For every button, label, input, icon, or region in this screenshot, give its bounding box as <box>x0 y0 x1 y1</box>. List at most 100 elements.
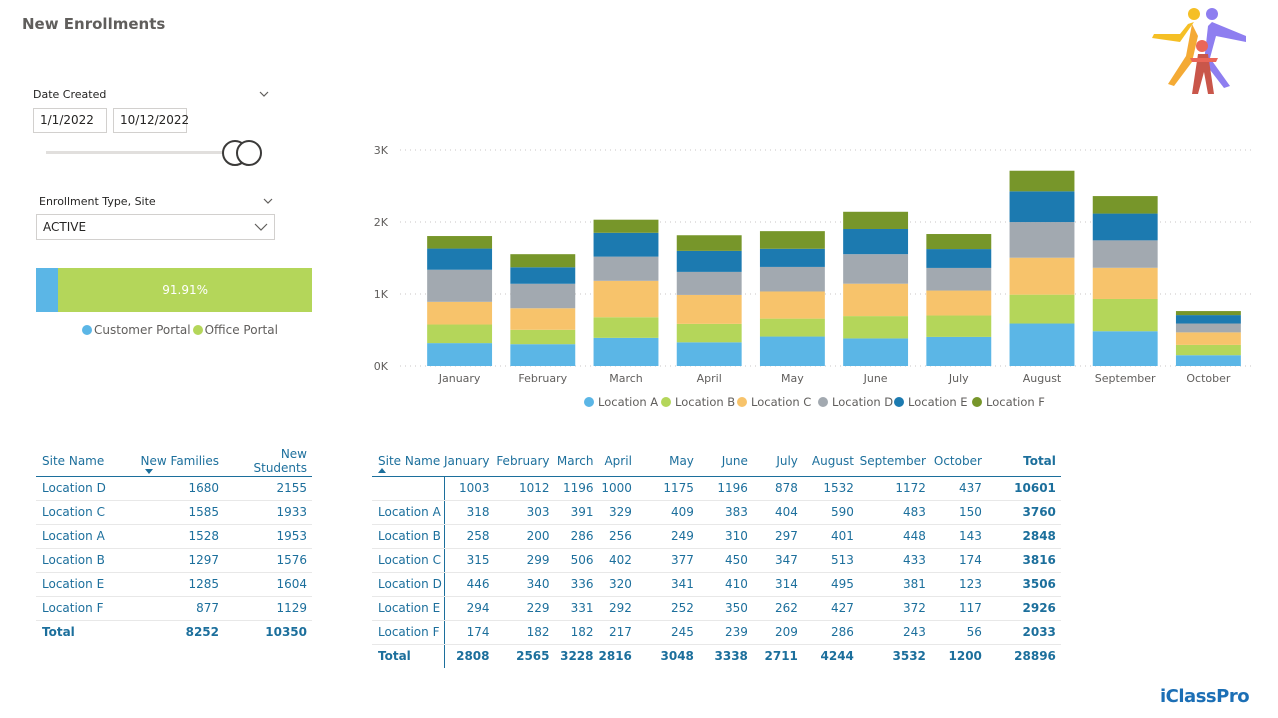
matrix-row[interactable]: Location C 315 299 506 402 377 450 347 513 433 174… <box>372 548 1061 573</box>
bar-segment-location-d[interactable] <box>759 266 825 292</box>
enrollment-type-dropdown[interactable]: ACTIVE <box>36 214 275 240</box>
bar-segment-location-e[interactable] <box>427 248 493 270</box>
bar-segment-location-e[interactable] <box>1175 315 1241 324</box>
customer-portal-segment[interactable] <box>36 268 59 312</box>
bar-segment-location-f[interactable] <box>1175 311 1241 316</box>
bar-segment-location-b[interactable] <box>427 324 493 344</box>
matrix-row[interactable]: Location D 446 340 336 320 341 410 314 495 381 123… <box>372 572 1061 597</box>
bar-segment-location-d[interactable] <box>1092 240 1158 268</box>
bar-segment-location-a[interactable] <box>593 337 659 366</box>
matrix-row[interactable]: Location B 258 200 286 256 249 310 297 401 448 143… <box>372 524 1061 549</box>
bar-segment-location-d[interactable] <box>1175 323 1241 333</box>
matrix-col-header[interactable]: February <box>494 446 555 477</box>
bar-segment-location-a[interactable] <box>676 342 742 366</box>
col-header-students[interactable]: New Students <box>224 446 312 477</box>
matrix-total-row[interactable]: Total 2808 2565 3228 2816 3048 3338 2711 4244 353… <box>372 643 1061 668</box>
bar-segment-location-b[interactable] <box>676 323 742 343</box>
office-portal-segment[interactable]: 91.91% <box>58 268 312 312</box>
bar-segment-location-b[interactable] <box>843 316 909 339</box>
col-header-site[interactable]: Site Name <box>36 446 136 477</box>
matrix-col-header[interactable]: March <box>554 446 599 477</box>
bar-segment-location-a[interactable] <box>926 336 992 366</box>
bar-segment-location-d[interactable] <box>593 256 659 281</box>
matrix-col-header[interactable]: Total <box>986 446 1061 477</box>
bar-segment-location-b[interactable] <box>926 315 992 337</box>
matrix-row[interactable]: 1003 1012 1196 1000 1175 1196 878 1532 1172 437 10… <box>372 476 1061 501</box>
table-row[interactable]: Location A 1528 1953 <box>36 524 312 549</box>
legend-label[interactable]: Location C <box>751 395 811 409</box>
bar-segment-location-f[interactable] <box>759 231 825 249</box>
bar-segment-location-b[interactable] <box>1009 294 1075 324</box>
bar-segment-location-b[interactable] <box>593 317 659 338</box>
bar-segment-location-d[interactable] <box>676 271 742 295</box>
bar-segment-location-d[interactable] <box>427 269 493 302</box>
chevron-down-icon[interactable] <box>263 196 273 206</box>
matrix-col-header[interactable]: June <box>698 446 753 477</box>
bar-segment-location-a[interactable] <box>843 338 909 366</box>
bar-segment-location-c[interactable] <box>1009 257 1075 295</box>
end-date-input[interactable]: 10/12/2022 <box>113 108 189 133</box>
table-row[interactable]: Location C 1585 1933 <box>36 500 312 525</box>
table-row[interactable]: Location B 1297 1576 <box>36 548 312 573</box>
bar-segment-location-d[interactable] <box>843 254 909 284</box>
matrix-col-header[interactable]: July <box>752 446 803 477</box>
bar-segment-location-c[interactable] <box>427 301 493 325</box>
matrix-col-header[interactable]: October <box>930 446 987 477</box>
bar-segment-location-b[interactable] <box>1175 344 1241 356</box>
matrix-row[interactable]: Location E 294 229 331 292 252 350 262 427 372 117… <box>372 596 1061 621</box>
bar-segment-location-d[interactable] <box>926 267 992 291</box>
bar-segment-location-c[interactable] <box>593 280 659 318</box>
bar-segment-location-b[interactable] <box>759 318 825 337</box>
bar-segment-location-b[interactable] <box>1092 298 1158 332</box>
legend-office-portal[interactable]: Office Portal <box>192 323 278 337</box>
bar-segment-location-d[interactable] <box>510 283 576 309</box>
matrix-row[interactable]: Location F 174 182 182 217 245 239 209 286 243 56 2… <box>372 620 1061 645</box>
bar-segment-location-a[interactable] <box>1175 355 1241 366</box>
bar-segment-location-f[interactable] <box>427 236 493 249</box>
bar-segment-location-f[interactable] <box>926 234 992 250</box>
col-header-families[interactable]: New Families <box>136 446 224 477</box>
bar-segment-location-d[interactable] <box>1009 222 1075 258</box>
bar-segment-location-c[interactable] <box>676 294 742 324</box>
matrix-col-header[interactable]: August <box>802 446 859 477</box>
legend-label[interactable]: Location D <box>832 395 893 409</box>
legend-label[interactable]: Location B <box>675 395 735 409</box>
bar-segment-location-e[interactable] <box>1092 213 1158 241</box>
legend-label[interactable]: Location E <box>908 395 968 409</box>
table-row[interactable]: Location F 877 1129 <box>36 596 312 621</box>
bar-segment-location-f[interactable] <box>1092 196 1158 214</box>
bar-segment-location-e[interactable] <box>593 232 659 257</box>
bar-segment-location-e[interactable] <box>926 249 992 268</box>
legend-label[interactable]: Location A <box>598 395 658 409</box>
bar-segment-location-e[interactable] <box>759 248 825 267</box>
bar-segment-location-e[interactable] <box>1009 191 1075 223</box>
bar-segment-location-a[interactable] <box>510 344 576 366</box>
table-row[interactable]: Location E 1285 1604 <box>36 572 312 597</box>
bar-segment-location-c[interactable] <box>926 290 992 316</box>
matrix-col-header[interactable]: May <box>636 446 699 477</box>
bar-segment-location-c[interactable] <box>510 308 576 330</box>
matrix-row[interactable]: Location A 318 303 391 329 409 383 404 590 483 150… <box>372 500 1061 525</box>
matrix-col-header[interactable]: Site Name <box>372 446 444 477</box>
legend-label[interactable]: Location F <box>986 395 1045 409</box>
bar-segment-location-f[interactable] <box>843 211 909 229</box>
start-date-input[interactable]: 1/1/2022 <box>33 108 107 133</box>
bar-segment-location-a[interactable] <box>427 343 493 366</box>
matrix-col-header[interactable]: April <box>598 446 637 477</box>
bar-segment-location-e[interactable] <box>843 228 909 255</box>
bar-segment-location-c[interactable] <box>843 283 909 317</box>
matrix-col-header[interactable]: September <box>858 446 931 477</box>
bar-segment-location-c[interactable] <box>1175 332 1241 345</box>
bar-segment-location-f[interactable] <box>1009 170 1075 192</box>
matrix-col-header[interactable]: January <box>444 446 495 477</box>
slider-end-handle[interactable] <box>236 140 262 166</box>
bar-segment-location-b[interactable] <box>510 329 576 345</box>
bar-segment-location-a[interactable] <box>1092 331 1158 366</box>
date-range-slider[interactable] <box>46 140 264 166</box>
bar-segment-location-f[interactable] <box>593 219 659 233</box>
bar-segment-location-a[interactable] <box>1009 323 1075 366</box>
bar-segment-location-f[interactable] <box>510 254 576 268</box>
chevron-down-icon[interactable] <box>259 89 269 99</box>
bar-segment-location-a[interactable] <box>759 336 825 366</box>
bar-segment-location-e[interactable] <box>510 267 576 284</box>
